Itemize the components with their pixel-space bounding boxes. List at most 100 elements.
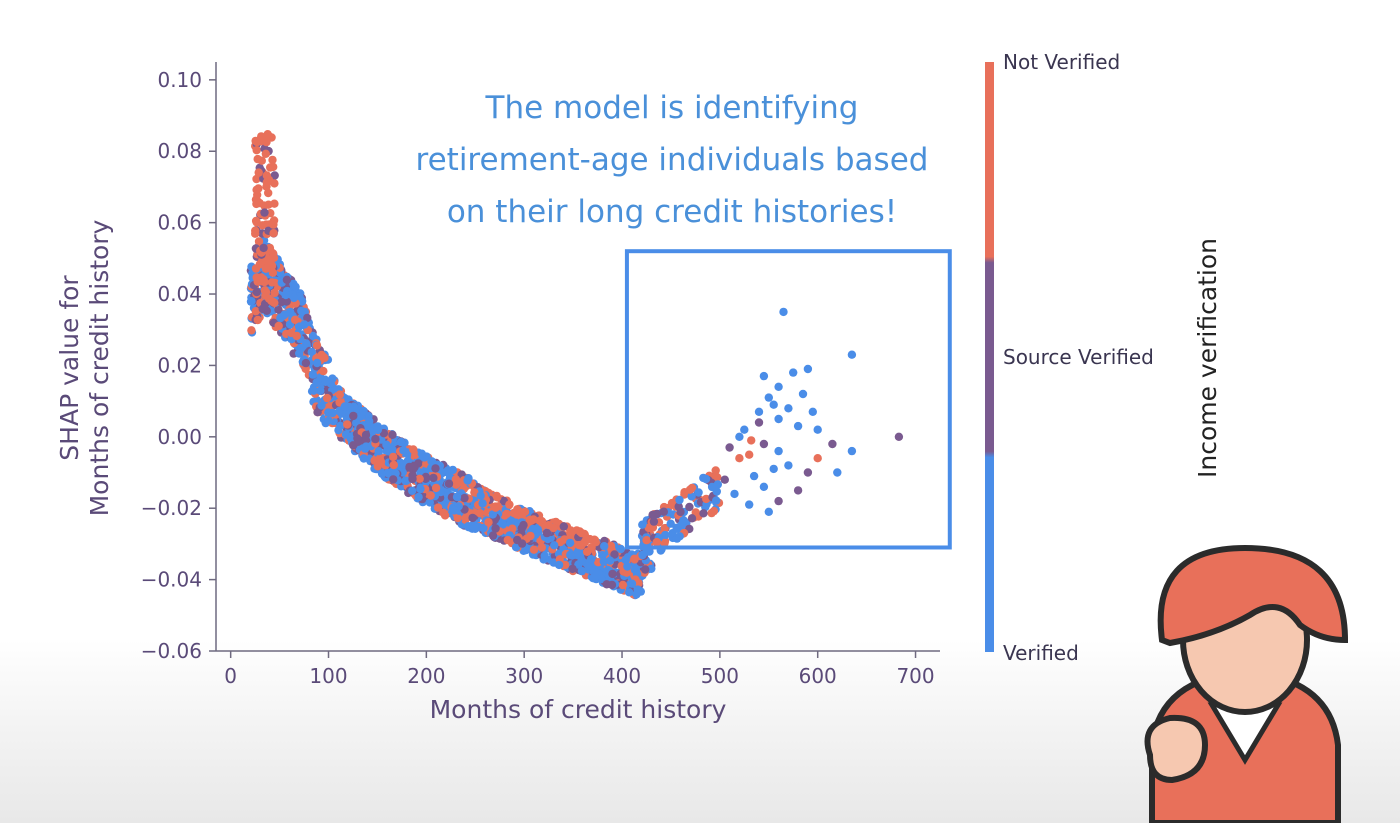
scatter-point: [452, 492, 462, 502]
scatter-point: [274, 321, 283, 331]
scatter-point: [803, 468, 813, 477]
scatter-point: [687, 514, 697, 523]
scatter-point: [268, 268, 278, 277]
scatter-point: [492, 491, 501, 501]
scatter-point: [261, 149, 270, 158]
x-tick-label: 600: [799, 664, 837, 688]
scatter-point: [328, 408, 337, 418]
scatter-point: [745, 450, 754, 459]
scatter-point: [599, 557, 608, 566]
scatter-point: [759, 482, 769, 491]
colorbar: Not Verified Source Verified Verified In…: [985, 50, 1222, 665]
scatter-point: [649, 517, 659, 526]
annotation-text: The model is identifying retirement-age …: [416, 90, 929, 230]
scatter-point: [431, 464, 440, 473]
scatter-point: [262, 137, 271, 147]
scatter-point: [641, 565, 650, 574]
scatter-point: [254, 168, 263, 177]
scatter-point: [847, 446, 857, 456]
scatter-point: [269, 229, 278, 238]
scatter-point: [621, 555, 630, 565]
scatter-point: [484, 518, 493, 527]
annotation-line-1: The model is identifying: [485, 90, 859, 126]
scatter-point: [740, 425, 749, 434]
scatter-point: [425, 498, 434, 507]
scatter-point: [429, 473, 438, 483]
x-tick-label: 500: [701, 664, 739, 688]
scatter-point: [759, 439, 769, 449]
colorbar-label-verified: Verified: [1003, 641, 1079, 665]
scatter-point: [711, 466, 720, 475]
person-illustration: [1144, 544, 1349, 823]
scatter-point: [622, 568, 631, 577]
scatter-point: [597, 574, 606, 584]
x-tick-label: 100: [309, 664, 347, 688]
scatter-point: [303, 313, 312, 323]
y-axis-label-line-2: Months of credit history: [85, 219, 114, 516]
scatter-point: [476, 491, 485, 500]
scatter-point: [468, 513, 477, 523]
y-tick-label: −0.02: [141, 496, 202, 520]
scatter-point: [679, 516, 688, 525]
scatter-point: [405, 462, 414, 472]
scatter-point: [444, 479, 454, 488]
y-tick-label: 0.06: [157, 211, 202, 235]
scatter-point: [660, 524, 669, 533]
scatter-point: [699, 509, 708, 518]
scatter-point: [713, 480, 722, 489]
scatter-point: [813, 425, 822, 434]
scatter-point: [290, 315, 300, 324]
scatter-point: [389, 460, 398, 470]
scatter-point: [575, 540, 584, 550]
scatter-point: [566, 526, 575, 535]
scatter-point: [491, 524, 500, 533]
y-tick-label: 0.04: [157, 282, 202, 306]
scatter-point: [540, 551, 549, 560]
scatter-point: [277, 297, 286, 307]
scatter-point: [463, 476, 472, 485]
scatter-point: [520, 507, 530, 516]
colorbar-label-not-verified: Not Verified: [1003, 50, 1120, 74]
scatter-point: [450, 506, 459, 515]
scatter-point: [443, 466, 453, 475]
scatter-point: [600, 542, 609, 551]
scatter-point: [252, 218, 261, 227]
scatter-point: [317, 401, 326, 410]
scatter-point: [627, 579, 637, 588]
scatter-point: [259, 275, 268, 284]
scatter-point: [521, 545, 531, 555]
scatter-point: [460, 493, 469, 503]
scatter-point: [260, 208, 269, 217]
scatter-point: [270, 171, 279, 180]
scatter-point: [388, 446, 398, 455]
scatter-point: [270, 288, 279, 298]
scatter-point: [701, 474, 711, 484]
scatter-point: [349, 411, 358, 421]
scatter-point: [334, 426, 343, 435]
scatter-point: [631, 565, 641, 574]
scatter-point: [784, 404, 793, 413]
scatter-point: [281, 290, 290, 300]
scatter-point: [417, 449, 426, 458]
scatter-point: [346, 433, 355, 443]
scatter-point: [461, 513, 470, 523]
scatter-point: [262, 171, 271, 180]
scatter-point: [528, 524, 538, 534]
scatter-point: [291, 282, 300, 291]
scatter-point: [416, 484, 425, 494]
scatter-point: [408, 474, 417, 484]
scatter-point: [261, 264, 271, 273]
scatter-point: [598, 551, 607, 560]
scatter-point: [694, 488, 703, 497]
colorbar-label-source-verified: Source Verified: [1003, 345, 1154, 369]
scatter-point: [527, 516, 536, 525]
scatter-point: [267, 278, 277, 287]
scatter-point: [252, 199, 261, 209]
scatter-point: [343, 420, 352, 429]
colorbar-gradient: [985, 62, 994, 652]
scatter-point: [287, 328, 296, 338]
scatter-point: [252, 146, 261, 155]
person-hand: [1144, 714, 1209, 784]
scatter-point: [321, 377, 330, 386]
scatter-point: [566, 550, 575, 559]
